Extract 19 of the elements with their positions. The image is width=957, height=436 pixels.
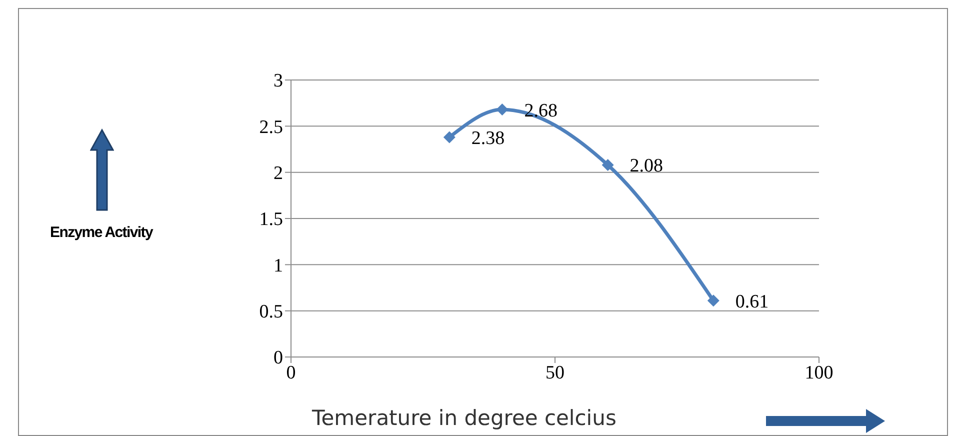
y-tick-label: 2.5 <box>259 116 283 138</box>
x-axis-title: Temerature in degree celcius <box>312 406 616 430</box>
y-tick-label: 1 <box>274 255 283 276</box>
data-label: 2.68 <box>524 100 558 122</box>
point <box>496 104 508 116</box>
x-tick-label: 100 <box>804 362 834 384</box>
y-tick-label: 0 <box>274 348 283 369</box>
point <box>602 158 614 171</box>
x-tick-label: 50 <box>546 362 564 384</box>
data-label: 2.38 <box>471 128 505 149</box>
point <box>707 294 720 307</box>
y-tick-label: 1.5 <box>259 209 283 230</box>
data-label: 2.08 <box>630 156 664 177</box>
y-tick-label: 2 <box>274 163 283 184</box>
y-tick-label: 0.5 <box>259 302 283 323</box>
text: Enzyme Activity <box>50 224 152 241</box>
y-tick-label: 3 <box>274 70 283 92</box>
data-label: 0.61 <box>735 291 769 312</box>
point <box>443 131 456 144</box>
